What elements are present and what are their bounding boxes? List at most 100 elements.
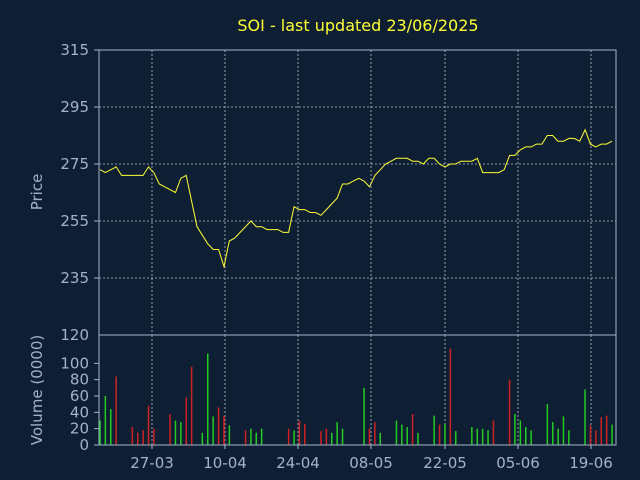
volume-bar [341, 428, 344, 445]
volume-bar [589, 425, 592, 445]
chart-title: SOI - last updated 23/06/2025 [237, 16, 478, 35]
price-tick-label: 295 [60, 98, 89, 116]
volume-bar [298, 420, 301, 445]
volume-bar [525, 427, 527, 445]
volume-bar [487, 430, 489, 445]
volume-bar [471, 427, 473, 445]
volume-bar [395, 420, 398, 445]
volume-bars [99, 348, 613, 446]
volume-bar [492, 420, 495, 445]
volume-tick-label: 120 [60, 326, 89, 344]
volume-bar [212, 416, 214, 445]
volume-bar [433, 415, 435, 445]
volume-bar [546, 404, 549, 445]
price-grid [99, 50, 616, 335]
volume-bar [417, 432, 419, 446]
volume-bar [406, 427, 408, 445]
volume-bar [514, 414, 516, 445]
volume-bar [180, 422, 182, 445]
volume-bar [320, 431, 322, 445]
price-tick-label: 255 [60, 212, 89, 230]
volume-bar [363, 387, 365, 445]
volume-tick-label: 40 [70, 403, 89, 421]
x-tick-label: 24-04 [276, 454, 320, 472]
price-axis-label: Price [28, 174, 46, 211]
volume-bar [260, 428, 263, 445]
volume-bar [201, 432, 204, 446]
volume-bar [228, 425, 231, 445]
price-line [99, 128, 613, 269]
volume-bar [153, 428, 155, 445]
volume-bar [476, 428, 478, 445]
volume-bar [293, 430, 295, 445]
volume-bar [217, 407, 220, 445]
x-tick-label: 10-04 [203, 454, 247, 472]
volume-bar [131, 427, 134, 445]
volume-bar [519, 420, 522, 445]
x-tick-label: 08-05 [349, 454, 393, 472]
volume-bar [368, 428, 371, 445]
volume-bar [336, 422, 338, 445]
price-y-ticks: 235 255 275 295 315 [60, 41, 99, 287]
volume-bar [207, 353, 209, 445]
volume-bar [562, 416, 565, 445]
volume-tick-label: 100 [60, 354, 89, 372]
volume-bar [379, 432, 381, 446]
volume-bar [244, 430, 247, 445]
volume-tick-label: 60 [70, 387, 89, 405]
volume-bar [444, 423, 446, 445]
volume-bar [174, 420, 177, 445]
volume-bar [331, 432, 333, 446]
volume-bar [104, 396, 107, 445]
volume-bar [250, 428, 252, 445]
volume-bar [304, 423, 306, 445]
volume-bar [595, 430, 597, 445]
price-panel-frame [98, 49, 617, 336]
volume-bar [449, 348, 452, 445]
volume-bar [438, 424, 441, 445]
volume-bar [605, 415, 608, 445]
volume-bar [411, 414, 414, 445]
volume-bar [142, 430, 144, 445]
volume-bar [401, 424, 403, 445]
x-tick-label: 05-06 [496, 454, 540, 472]
price-tick-label: 315 [60, 41, 89, 59]
volume-bar [147, 405, 150, 445]
volume-bar [508, 379, 511, 445]
volume-bar [557, 428, 559, 445]
volume-bar [99, 420, 101, 445]
volume-bar [530, 430, 532, 445]
volume-bar [611, 424, 613, 445]
volume-bar [110, 409, 112, 445]
volume-tick-label: 0 [79, 436, 89, 454]
volume-bar [115, 376, 117, 445]
volume-tick-label: 20 [70, 420, 89, 438]
x-tick-label: 19-06 [569, 454, 613, 472]
volume-bar [185, 397, 187, 445]
volume-bar [374, 422, 376, 445]
volume-bar [190, 366, 193, 445]
volume-bar [287, 428, 290, 445]
volume-panel-frame [98, 334, 617, 446]
volume-bar [552, 422, 554, 445]
volume-bar [568, 430, 570, 445]
volume-bar [455, 431, 457, 445]
volume-bar [325, 428, 328, 445]
x-tick-label: 27-03 [130, 454, 174, 472]
price-line-group [99, 128, 613, 269]
volume-bar [137, 432, 139, 446]
volume-bar [255, 432, 257, 446]
volume-bar [169, 414, 171, 445]
price-tick-label: 275 [60, 155, 89, 173]
x-tick-label: 22-05 [423, 454, 467, 472]
volume-bar [481, 428, 484, 445]
volume-bar [600, 417, 602, 445]
price-tick-label: 235 [60, 269, 89, 287]
volume-bar [584, 389, 586, 445]
volume-bar [223, 415, 225, 445]
volume-axis-label: Volume (0000) [28, 335, 46, 445]
volume-tick-label: 80 [70, 371, 89, 389]
x-ticks: 27-03 10-04 24-04 08-05 22-05 05-06 19-06 [130, 445, 613, 472]
